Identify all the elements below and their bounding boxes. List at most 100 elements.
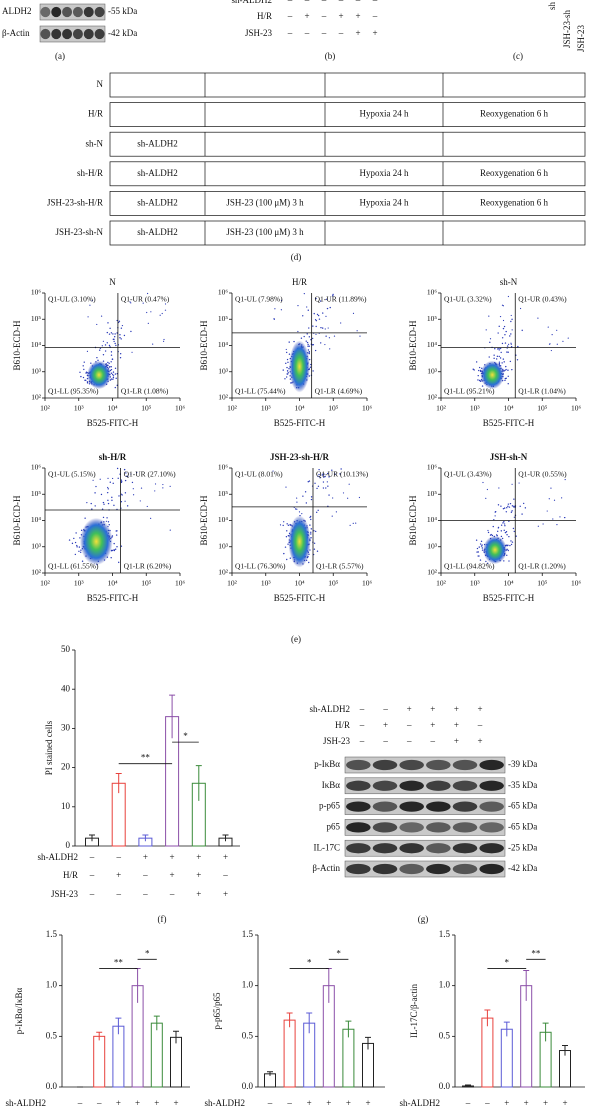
condition-sign: + (430, 720, 435, 730)
event-dot (92, 479, 94, 481)
event-dot (502, 358, 505, 360)
blot-band (426, 801, 451, 812)
protocol-group: sh-N (86, 138, 104, 148)
event-dot (312, 370, 314, 372)
error-bar (306, 1012, 313, 1034)
blot-band (346, 843, 371, 854)
event-dot (325, 335, 327, 337)
event-dot (113, 340, 115, 343)
y-tick-label: 10³ (427, 366, 438, 375)
quadrant-label: Q1-LL (95.21%) (444, 387, 495, 396)
condition-sign: + (355, 11, 360, 21)
condition-sign: – (89, 889, 95, 899)
condition-sign: + (543, 1098, 548, 1108)
event-dot (537, 525, 539, 527)
condition-sign: – (382, 704, 388, 714)
quadrant-label: Q1-UL (8.01%) (235, 470, 283, 479)
event-dot (510, 314, 512, 317)
event-dot (305, 502, 308, 504)
x-tick-label: 10⁵ (328, 579, 339, 588)
blot-band (479, 780, 504, 791)
condition-sign: + (562, 1098, 567, 1108)
event-dot (504, 342, 507, 344)
protocol-row (109, 161, 586, 187)
event-dot (508, 506, 511, 508)
event-dot (293, 340, 295, 343)
event-dot (112, 333, 114, 335)
event-dot (280, 309, 282, 311)
condition-sign: – (304, 0, 310, 5)
x-tick-label: 10² (227, 404, 238, 413)
event-dot (146, 311, 148, 314)
quadrant-label: Q1-LR (4.69%) (315, 387, 363, 396)
y-tick-label: 10⁵ (427, 489, 438, 498)
protocol-group: N (97, 79, 104, 89)
x-tick-label: 10⁴ (107, 404, 118, 413)
quadrant-label: Q1-LL (61.55%) (48, 562, 99, 571)
event-dot (115, 530, 117, 532)
condition-sign: – (287, 11, 293, 21)
event-dot (497, 348, 499, 350)
bar (93, 1035, 106, 1088)
event-dot (332, 293, 334, 296)
event-dot (508, 535, 510, 538)
x-tick-label: 10³ (470, 404, 481, 413)
event-dot (477, 551, 479, 553)
event-dot (509, 335, 511, 337)
event-dot (102, 360, 105, 362)
event-dot (496, 355, 499, 358)
event-dot (89, 304, 91, 306)
protocol-row (109, 72, 586, 98)
quadrant-label: Q1-LR (5.57%) (316, 562, 364, 571)
x-tick-label: 10³ (74, 404, 85, 413)
event-dot (296, 497, 298, 499)
blot-band (72, 6, 83, 18)
quadrant-label: Q1-LR (1.08%) (121, 387, 169, 396)
event-dot (510, 333, 512, 335)
blot-band (426, 759, 451, 771)
event-dot (329, 348, 331, 350)
blot-band (399, 843, 424, 854)
event-dot (478, 366, 481, 369)
condition-sign: + (477, 704, 482, 714)
event-dot (507, 503, 510, 505)
y-tick-label: 10⁶ (427, 288, 438, 297)
condition-sign: – (304, 28, 310, 38)
y-tick-label: 1.5 (242, 929, 254, 939)
condition-sign: – (484, 1098, 490, 1108)
condition-label: sh-ALDH2 (232, 0, 273, 5)
event-dot (114, 333, 116, 335)
x-tick-label: 10² (40, 579, 51, 588)
event-dot (302, 315, 304, 317)
y-tick-label: 10³ (218, 366, 229, 375)
event-dot (310, 531, 312, 533)
blot-band (426, 863, 451, 875)
event-dot (114, 373, 117, 375)
quadrant-label: Q1-UL (5.15%) (48, 470, 96, 479)
event-dot (111, 373, 114, 376)
error-bar (562, 1044, 568, 1056)
event-dot (513, 506, 515, 508)
blot-band (426, 780, 451, 791)
event-dot (316, 313, 319, 316)
blot-size: -25 kDa (508, 842, 537, 852)
condition-sign: + (173, 1098, 178, 1108)
event-dot (162, 483, 164, 486)
x-axis-label: B525-FITC-H (483, 418, 535, 428)
event-dot (125, 472, 127, 474)
event-dot (511, 329, 513, 331)
event-dot (164, 303, 167, 305)
blot-band (479, 822, 504, 833)
event-dot (503, 507, 506, 509)
condition-sign: – (338, 28, 344, 38)
event-dot (510, 343, 512, 345)
x-tick-label: 10⁶ (362, 404, 373, 413)
event-dot (161, 312, 163, 315)
y-tick-label: 20 (61, 762, 71, 772)
y-tick-label: 10⁵ (218, 489, 229, 498)
event-dot (491, 534, 494, 537)
significance-label: * (183, 731, 188, 741)
protocol-step: sh-ALDH2 (137, 138, 178, 148)
event-dot (498, 487, 500, 489)
panel-label: (b) (325, 51, 336, 61)
